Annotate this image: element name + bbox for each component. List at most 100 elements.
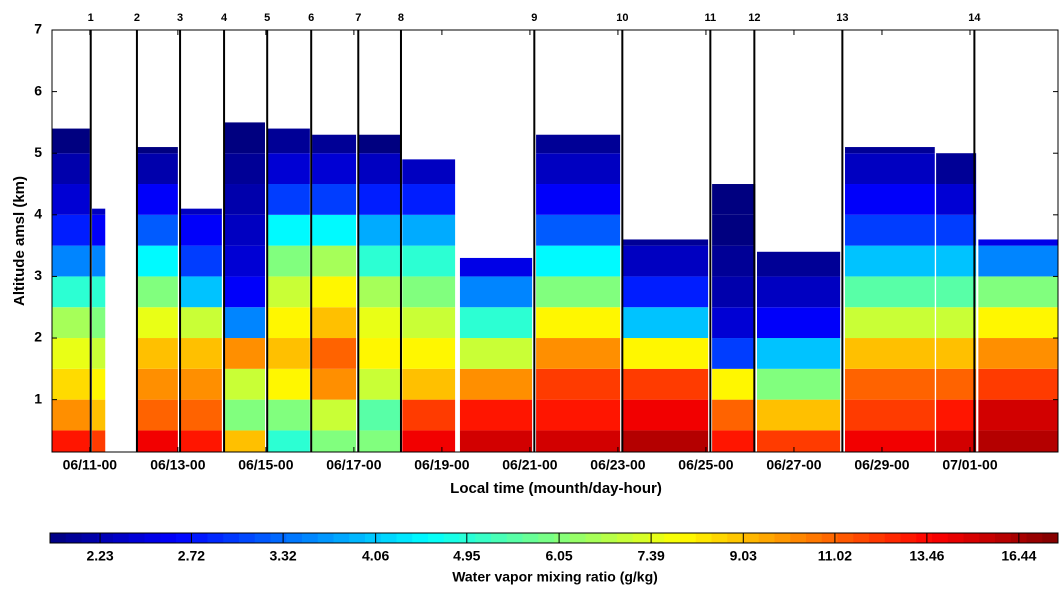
heat-cell: [622, 430, 709, 452]
heat-cell: [622, 368, 709, 400]
heat-cell: [622, 239, 709, 246]
colorbar-swatch: [932, 533, 949, 543]
heat-cell: [712, 276, 756, 308]
heat-cell: [92, 430, 106, 452]
heat-cell: [92, 208, 106, 215]
colorbar-swatch: [1026, 533, 1043, 543]
heat-cell: [756, 251, 841, 277]
heat-cell: [712, 245, 756, 277]
heat-cell: [267, 128, 310, 154]
plot-frame: [51, 29, 1059, 453]
heat-cell: [224, 430, 265, 452]
heat-cell: [52, 214, 90, 246]
heat-cell: [92, 368, 106, 400]
y-tick-label: 6: [34, 82, 42, 98]
heat-cell: [622, 399, 709, 431]
heat-cell: [936, 214, 977, 246]
colorbar-swatch: [65, 533, 82, 543]
x-tick-label: 06/11-00: [63, 457, 118, 473]
colorbar-swatch: [979, 533, 996, 543]
heat-cell: [756, 430, 841, 452]
heat-cell: [92, 307, 106, 339]
heat-cell: [978, 338, 1058, 369]
heat-cell: [358, 184, 401, 215]
x-tick-label: 06/25-00: [678, 457, 733, 473]
colorbar-swatch: [144, 533, 161, 543]
colorbar-swatch: [254, 533, 271, 543]
heat-cell: [402, 159, 456, 185]
x-tick-label: 06/21-00: [502, 457, 557, 473]
heat-cell: [358, 399, 401, 431]
colorbar-swatch: [995, 533, 1012, 543]
heat-cell: [536, 307, 621, 339]
heat-cell: [936, 399, 977, 431]
heat-cell: [358, 245, 401, 277]
y-axis-title: Altitude amsl (km): [11, 176, 28, 306]
heat-cell: [622, 338, 709, 369]
heat-cell: [845, 338, 935, 369]
heat-cell: [224, 399, 265, 431]
heat-cell: [536, 368, 621, 400]
heat-cell: [978, 276, 1058, 308]
marker-label: 1: [88, 12, 94, 24]
heat-cell: [536, 276, 621, 308]
marker-label: 2: [134, 12, 140, 24]
heat-cell: [224, 276, 265, 308]
colorbar-swatch: [365, 533, 382, 543]
heat-cell: [224, 153, 265, 185]
heat-cell: [536, 338, 621, 369]
marker-label: 8: [398, 12, 404, 24]
colorbar-swatch: [664, 533, 681, 543]
heat-cell: [136, 399, 178, 431]
heat-cell: [845, 184, 935, 215]
heat-cell: [52, 276, 90, 308]
colorbar-swatch: [270, 533, 287, 543]
heat-cell: [312, 399, 357, 431]
heat-cell: [224, 245, 265, 277]
x-axis-title: Local time (mounth/day-hour): [450, 480, 662, 497]
heat-cell: [136, 338, 178, 369]
heat-cell: [180, 208, 222, 215]
colorbar-swatch: [821, 533, 838, 543]
heat-cell: [536, 430, 621, 452]
heat-cell: [978, 430, 1058, 452]
heat-cell: [402, 184, 456, 215]
colorbar-swatch: [884, 533, 901, 543]
colorbar-swatch: [50, 533, 67, 543]
colorbar-frame: [49, 532, 1059, 544]
heat-cell: [756, 307, 841, 339]
heat-cell: [978, 239, 1058, 246]
y-tick-label: 2: [34, 329, 42, 345]
colorbar-swatch: [538, 533, 555, 543]
colorbar-tick-label: 3.32: [269, 548, 296, 564]
colorbar-swatch: [1042, 533, 1059, 543]
heat-cell: [402, 368, 456, 400]
heat-cell: [312, 430, 357, 452]
heat-cell: [312, 184, 357, 215]
marker-label: 14: [968, 12, 981, 24]
heat-cell: [180, 338, 222, 369]
colorbar-swatch: [680, 533, 697, 543]
heat-cell: [180, 399, 222, 431]
heat-cell: [845, 147, 935, 154]
colorbar-swatch: [239, 533, 256, 543]
marker-label: 6: [308, 12, 314, 24]
colorbar-swatch: [207, 533, 224, 543]
heat-cell: [845, 307, 935, 339]
heat-cell: [358, 307, 401, 339]
heat-cell: [312, 307, 357, 339]
heat-cell: [52, 368, 90, 400]
colorbar-swatch: [81, 533, 98, 543]
colorbar-swatch: [191, 533, 208, 543]
heat-cell: [267, 184, 310, 215]
heat-cell: [312, 368, 357, 400]
heat-cell: [712, 399, 756, 431]
colorbar-swatch: [601, 533, 618, 543]
heat-cell: [845, 399, 935, 431]
heat-cell: [224, 122, 265, 154]
heat-cell: [224, 307, 265, 339]
heat-cell: [224, 368, 265, 400]
heat-cell: [267, 338, 310, 369]
marker-label: 4: [221, 12, 228, 24]
marker-label: 7: [355, 12, 361, 24]
